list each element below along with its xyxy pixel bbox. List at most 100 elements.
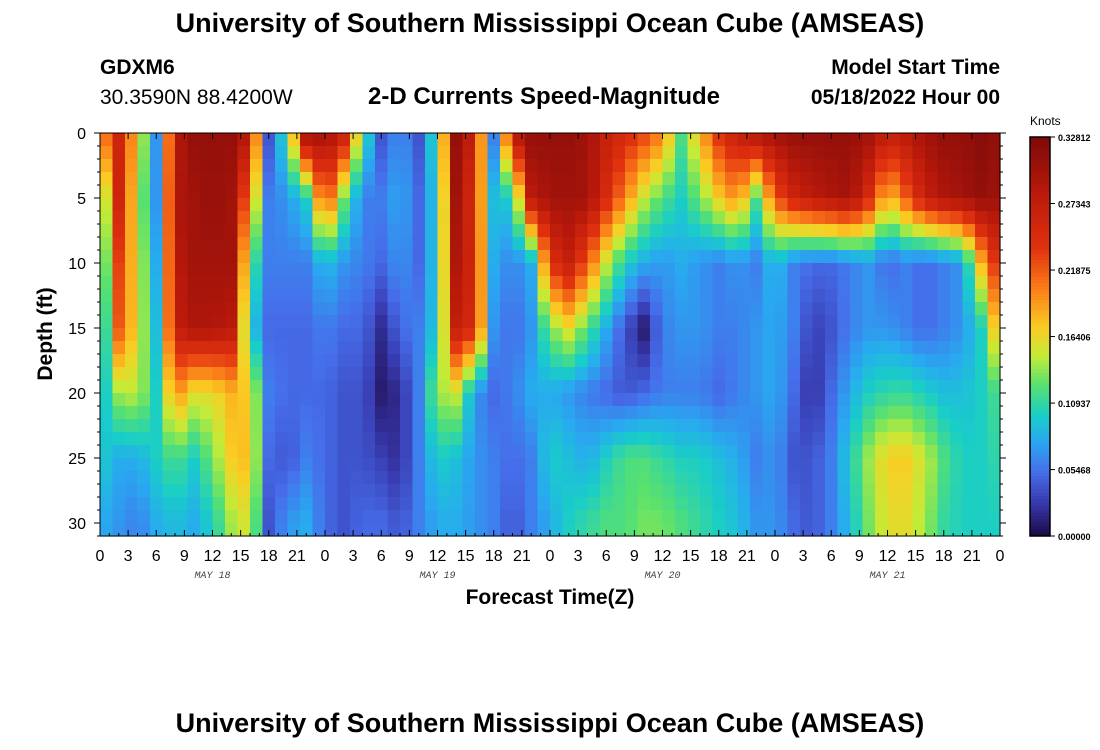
heatmap-cell [775, 328, 789, 342]
heatmap-cell [125, 159, 139, 173]
heatmap-cell [187, 302, 201, 316]
heatmap-cell [812, 133, 826, 147]
heatmap-cell [575, 406, 589, 420]
heatmap-cell [237, 224, 251, 238]
heatmap-cell [912, 289, 926, 303]
heatmap-cell [475, 458, 489, 472]
heatmap-cell [987, 302, 1001, 316]
heatmap-cell [225, 354, 239, 368]
heatmap-cell [412, 289, 426, 303]
colorbar-segment [1030, 166, 1050, 171]
heatmap-cell [800, 445, 814, 459]
heatmap-cell [187, 510, 201, 524]
heatmap-cell [462, 250, 476, 264]
heatmap-cell [925, 445, 939, 459]
heatmap-cell [362, 315, 376, 329]
heatmap-cell [887, 159, 901, 173]
heatmap-cell [925, 302, 939, 316]
heatmap-cell [925, 471, 939, 485]
heatmap-cell [337, 315, 351, 329]
heatmap-cell [162, 198, 176, 212]
heatmap-cell [325, 263, 339, 277]
heatmap-cell [437, 250, 451, 264]
heatmap-cell [150, 432, 164, 446]
colorbar-segment [1030, 439, 1050, 444]
heatmap-cell [200, 146, 214, 160]
heatmap-cell [262, 419, 276, 433]
heatmap-cell [312, 276, 326, 290]
heatmap-cell [275, 354, 289, 368]
heatmap-cell [587, 380, 601, 394]
heatmap-cell [662, 471, 676, 485]
heatmap-cell [550, 393, 564, 407]
heatmap-cell [337, 185, 351, 199]
x-tick-label: 18 [485, 548, 503, 565]
heatmap-cell [850, 146, 864, 160]
heatmap-cell [912, 302, 926, 316]
heatmap-cell [925, 419, 939, 433]
colorbar-segment [1030, 472, 1050, 477]
heatmap-cell [737, 510, 751, 524]
heatmap-cell [475, 315, 489, 329]
heatmap-cell [987, 159, 1001, 173]
heatmap-cell [400, 315, 414, 329]
heatmap-cell [787, 354, 801, 368]
heatmap-cell [250, 419, 264, 433]
heatmap-cell [462, 315, 476, 329]
heatmap-cell [725, 133, 739, 147]
heatmap-cell [287, 432, 301, 446]
heatmap-cell [500, 484, 514, 498]
heatmap-cell [175, 471, 189, 485]
heatmap-cell [562, 419, 576, 433]
heatmap-cell [100, 198, 114, 212]
heatmap-cell [612, 510, 626, 524]
heatmap-cell [412, 445, 426, 459]
heatmap-cell [425, 497, 439, 511]
heatmap-cell [587, 146, 601, 160]
heatmap-cell [625, 289, 639, 303]
x-tick-label: 6 [602, 548, 611, 565]
heatmap-cell [675, 523, 689, 537]
heatmap-cell [362, 133, 376, 147]
heatmap-cell [400, 523, 414, 537]
heatmap-cell [962, 419, 976, 433]
heatmap-cell [362, 146, 376, 160]
heatmap-cell [687, 341, 701, 355]
heatmap-cell [950, 523, 964, 537]
heatmap-cell [700, 432, 714, 446]
heatmap-cell [900, 302, 914, 316]
heatmap-cell [750, 159, 764, 173]
heatmap-cell [887, 224, 901, 238]
heatmap-cell [775, 198, 789, 212]
heatmap-cell [275, 146, 289, 160]
colorbar-segment [1030, 489, 1050, 494]
heatmap-cell [387, 198, 401, 212]
heatmap-cell [200, 328, 214, 342]
x-tick-label: 18 [935, 548, 953, 565]
heatmap-cell [337, 380, 351, 394]
heatmap-cell [750, 237, 764, 251]
heatmap-cell [562, 211, 576, 225]
heatmap-cell [987, 432, 1001, 446]
heatmap-cell [162, 510, 176, 524]
heatmap-cell [875, 380, 889, 394]
heatmap-cell [475, 289, 489, 303]
heatmap-cell [687, 211, 701, 225]
heatmap-cell [137, 432, 151, 446]
colorbar-tick-label: 0.16406 [1058, 333, 1091, 343]
heatmap-cell [887, 315, 901, 329]
heatmap-cell [525, 198, 539, 212]
heatmap-cell [250, 224, 264, 238]
heatmap-cell [225, 159, 239, 173]
heatmap-cell [425, 510, 439, 524]
heatmap-cell [725, 211, 739, 225]
heatmap-cell [975, 497, 989, 511]
heatmap-cell [500, 497, 514, 511]
heatmap-cell [587, 510, 601, 524]
heatmap-cell [275, 159, 289, 173]
colorbar-segment [1030, 223, 1050, 228]
heatmap-cell [800, 211, 814, 225]
heatmap-cell [525, 211, 539, 225]
heatmap-cell [400, 393, 414, 407]
heatmap-cell [100, 224, 114, 238]
